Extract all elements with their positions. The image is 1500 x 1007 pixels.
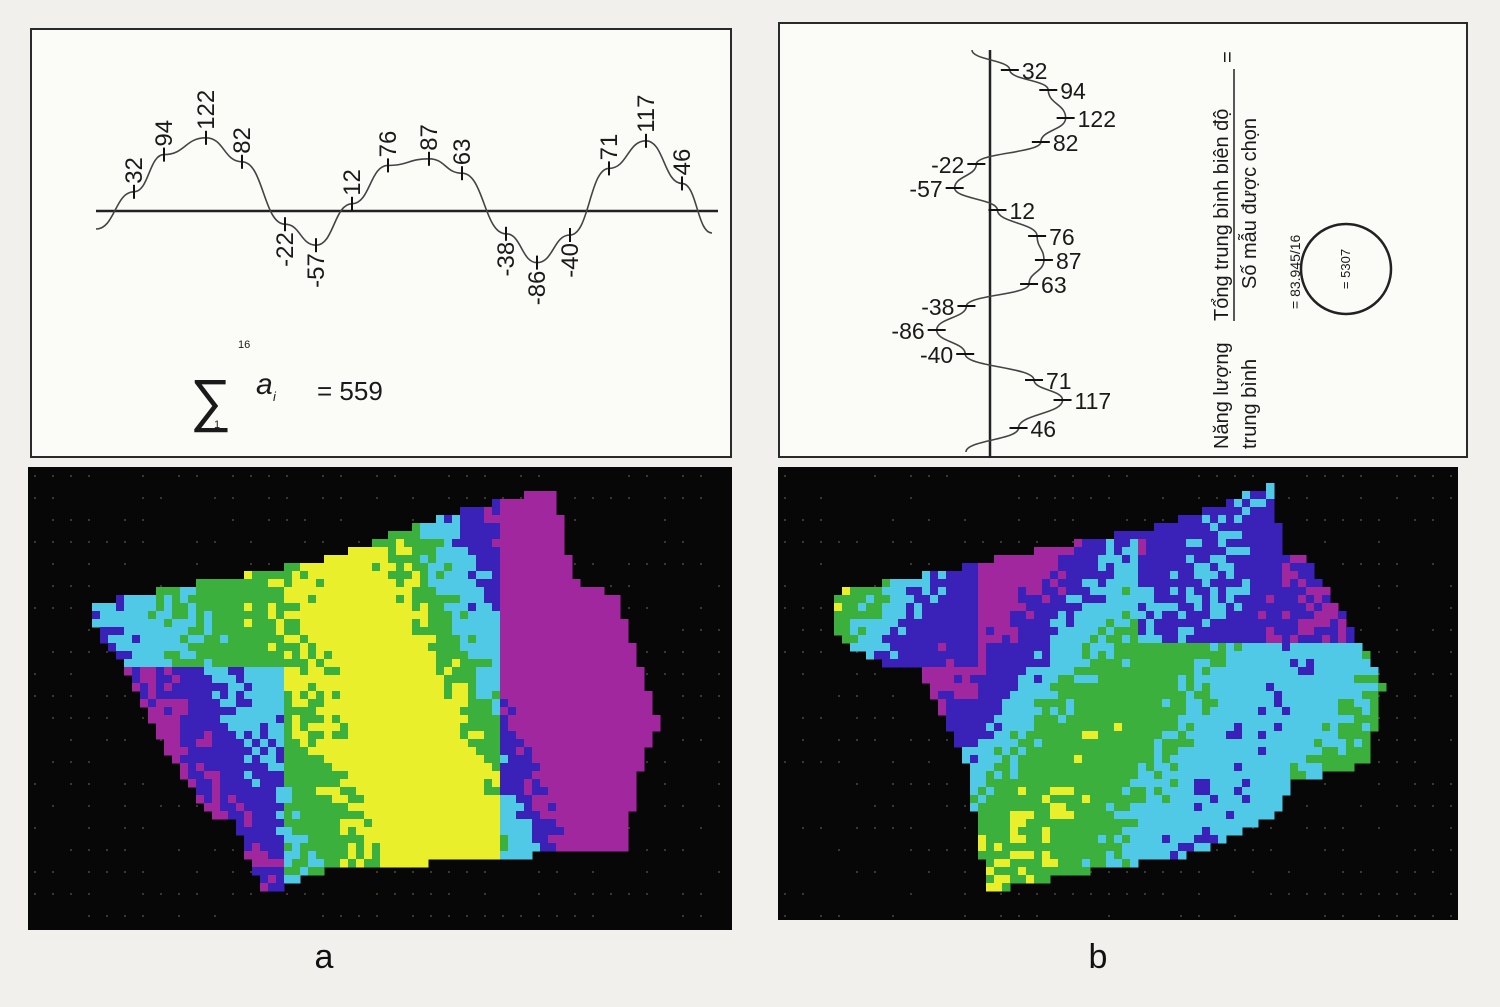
- energy-map-a: [34, 475, 720, 917]
- energy-cells: [92, 491, 661, 892]
- sample-label: 32: [121, 157, 148, 184]
- sample-label: -86: [891, 318, 924, 344]
- panel-b-label: b: [1088, 938, 1108, 976]
- sample-label: 32: [1022, 58, 1048, 84]
- sample-label: -22: [931, 152, 964, 178]
- sum-upper-limit: 16: [238, 339, 250, 351]
- formula-result: = 5307: [1338, 249, 1353, 289]
- sample-label: -38: [493, 242, 520, 277]
- panel-a-energy-map: [28, 467, 732, 930]
- sum-lower-limit: 1: [214, 419, 220, 431]
- sample-label: 12: [1009, 198, 1035, 224]
- sample-label: 87: [416, 124, 443, 151]
- sample-label: -86: [524, 271, 551, 306]
- sample-label: -57: [909, 176, 942, 202]
- formula-numerator: Tổng trung bình biên độ: [1211, 109, 1233, 321]
- sample-label: 46: [669, 149, 696, 176]
- result-circle: [1299, 222, 1393, 316]
- sample-label: 117: [633, 95, 660, 133]
- sum-variable: a: [256, 368, 273, 401]
- energy-map-b: [784, 475, 1452, 917]
- sample-label: -38: [921, 294, 954, 320]
- sample-label: 71: [596, 134, 623, 161]
- sample-label: -22: [272, 232, 299, 267]
- sample-label: 63: [1041, 272, 1067, 298]
- sample-label: 122: [1078, 106, 1116, 132]
- sample-label: 82: [1053, 130, 1079, 156]
- sample-label: 82: [229, 127, 256, 154]
- formula-equals: =: [1217, 51, 1239, 63]
- panel-a-label: a: [314, 938, 334, 976]
- formula-lhs-line1: Năng lượng: [1211, 342, 1233, 449]
- sample-label: 71: [1046, 368, 1072, 394]
- sample-label: -57: [303, 253, 330, 288]
- panel-b-energy-map: [778, 467, 1458, 920]
- energy-cells: [834, 483, 1387, 892]
- sample-label: -40: [920, 342, 953, 368]
- sample-label: 117: [1075, 388, 1112, 414]
- sum-value: = 559: [317, 376, 383, 406]
- sample-label: 94: [151, 120, 178, 147]
- panel-b-waveform: 32 94 122 82 -22 -57 12 76 87 63 -38 -86 -40 71 117 46 N…: [778, 22, 1468, 458]
- sample-label: 63: [449, 138, 476, 165]
- sample-label: 76: [375, 131, 402, 158]
- formula-lhs-line2: trung bình: [1239, 359, 1261, 449]
- panel-a-waveform: 32 94 122 82 -22 -57 12 76 87 63 -38 -86 -40 71 117 46 ∑…: [30, 28, 732, 458]
- sample-label: 94: [1060, 78, 1086, 104]
- sigma-symbol: ∑: [190, 368, 231, 433]
- sample-label: 12: [339, 169, 366, 196]
- sample-label: 87: [1056, 248, 1082, 274]
- sample-label: 46: [1031, 416, 1057, 442]
- sample-label: -40: [557, 243, 584, 278]
- sample-label: 122: [193, 90, 220, 130]
- formula-fraction: = 83.945/16: [1287, 234, 1303, 309]
- sample-label: 76: [1049, 224, 1075, 250]
- formula-denominator: Số mẫu được chọn: [1238, 118, 1261, 289]
- sum-subscript: i: [273, 389, 277, 404]
- energy-formula: Năng lượng trung bình Tổng trung bình biên…: [1211, 51, 1393, 449]
